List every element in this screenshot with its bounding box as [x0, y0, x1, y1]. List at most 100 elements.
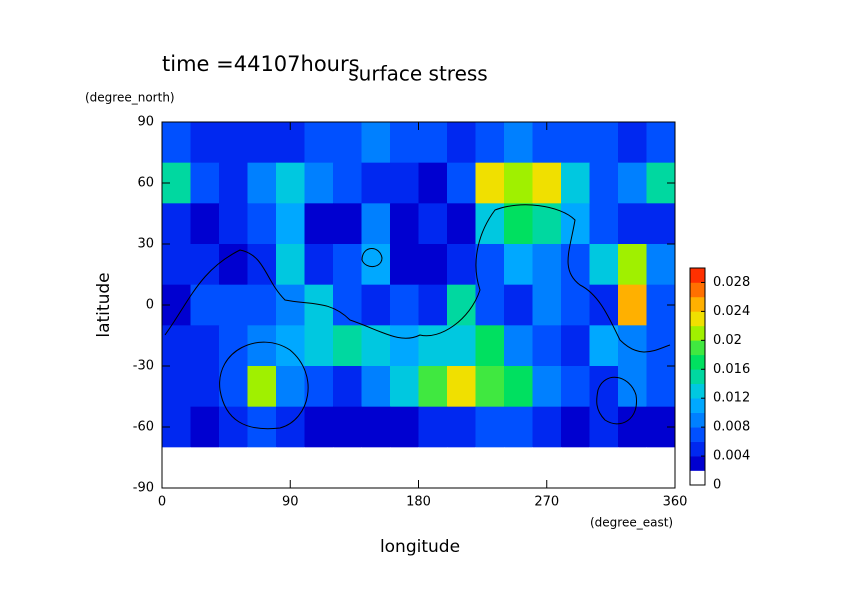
cell — [475, 244, 505, 286]
cell — [561, 406, 590, 448]
cell — [162, 122, 191, 164]
y-tick-label: 0 — [146, 298, 154, 313]
cell — [390, 366, 419, 408]
cell — [589, 203, 619, 245]
cell — [162, 203, 191, 245]
colorbar-band — [690, 325, 705, 341]
cell — [247, 325, 277, 367]
cell — [561, 284, 590, 326]
cell — [219, 284, 248, 326]
cell — [304, 366, 334, 408]
cell — [190, 162, 220, 204]
cell — [390, 325, 419, 367]
colorbar: 0 0.004 0.008 0.012 0.016 0.02 0.024 0.028 — [689, 267, 750, 493]
cell — [618, 244, 647, 286]
cell — [333, 162, 362, 204]
cell — [618, 284, 647, 326]
cell — [304, 122, 334, 164]
cell — [190, 203, 220, 245]
cell — [532, 244, 562, 286]
cell — [190, 284, 220, 326]
cell — [304, 203, 334, 245]
colorbar-band — [690, 456, 705, 471]
cell — [190, 366, 220, 408]
cell — [361, 244, 391, 286]
cell — [475, 406, 505, 448]
cell — [190, 447, 220, 489]
cell — [333, 244, 362, 286]
cell — [304, 406, 334, 448]
cell — [646, 447, 676, 489]
cell — [304, 325, 334, 367]
cell — [190, 325, 220, 367]
cell — [219, 162, 248, 204]
cell — [532, 162, 562, 204]
cell — [361, 366, 391, 408]
y-axis-label: latitude — [94, 272, 114, 337]
colorbar-tick-label: 0 — [713, 478, 721, 493]
cell — [304, 447, 334, 489]
cell — [618, 447, 647, 489]
cell — [219, 244, 248, 286]
x-tick-label: 180 — [406, 495, 431, 510]
cell — [618, 325, 647, 367]
cell — [618, 366, 647, 408]
cell — [418, 244, 448, 286]
cell — [447, 447, 476, 489]
cell — [475, 366, 505, 408]
colorbar-frame — [689, 267, 706, 486]
y-units: (degree_north) — [85, 91, 175, 105]
cell — [304, 162, 334, 204]
cell — [361, 122, 391, 164]
cell — [646, 122, 676, 164]
cell — [447, 244, 476, 286]
cell — [276, 244, 305, 286]
cell — [589, 447, 619, 489]
colorbar-tick-label: 0.024 — [713, 304, 750, 319]
cell — [418, 203, 448, 245]
cell — [561, 325, 590, 367]
x-units: (degree_east) — [590, 516, 673, 530]
cell — [219, 366, 248, 408]
cell — [276, 284, 305, 326]
cell — [333, 447, 362, 489]
cell — [219, 406, 248, 448]
cell — [646, 203, 676, 245]
cell — [475, 447, 505, 489]
subtitle: time =44107hours — [162, 52, 360, 76]
cell — [219, 122, 248, 164]
cell — [361, 406, 391, 448]
cell — [190, 244, 220, 286]
cell — [418, 366, 448, 408]
y-tick-label: -60 — [133, 420, 154, 435]
cell — [504, 203, 533, 245]
colorbar-band — [690, 369, 705, 385]
cell — [361, 203, 391, 245]
cell — [618, 203, 647, 245]
cell — [447, 162, 476, 204]
cell — [561, 447, 590, 489]
x-tick-label: 360 — [663, 495, 688, 510]
colorbar-band — [690, 296, 705, 312]
cell — [532, 284, 562, 326]
cell — [447, 325, 476, 367]
colorbar-tick-label: 0.012 — [713, 391, 750, 406]
x-tick-label: 0 — [158, 495, 166, 510]
cell — [589, 325, 619, 367]
cell — [418, 162, 448, 204]
cell — [333, 122, 362, 164]
cell — [418, 284, 448, 326]
cell — [504, 122, 533, 164]
cell — [304, 284, 334, 326]
cell — [504, 244, 533, 286]
colorbar-band — [690, 311, 705, 327]
cell — [475, 162, 505, 204]
cell — [276, 162, 305, 204]
cell — [504, 162, 533, 204]
cell — [504, 284, 533, 326]
chart-title: surface stress — [348, 62, 487, 86]
cell — [361, 162, 391, 204]
cell — [475, 122, 505, 164]
cell — [219, 447, 248, 489]
cell — [333, 406, 362, 448]
